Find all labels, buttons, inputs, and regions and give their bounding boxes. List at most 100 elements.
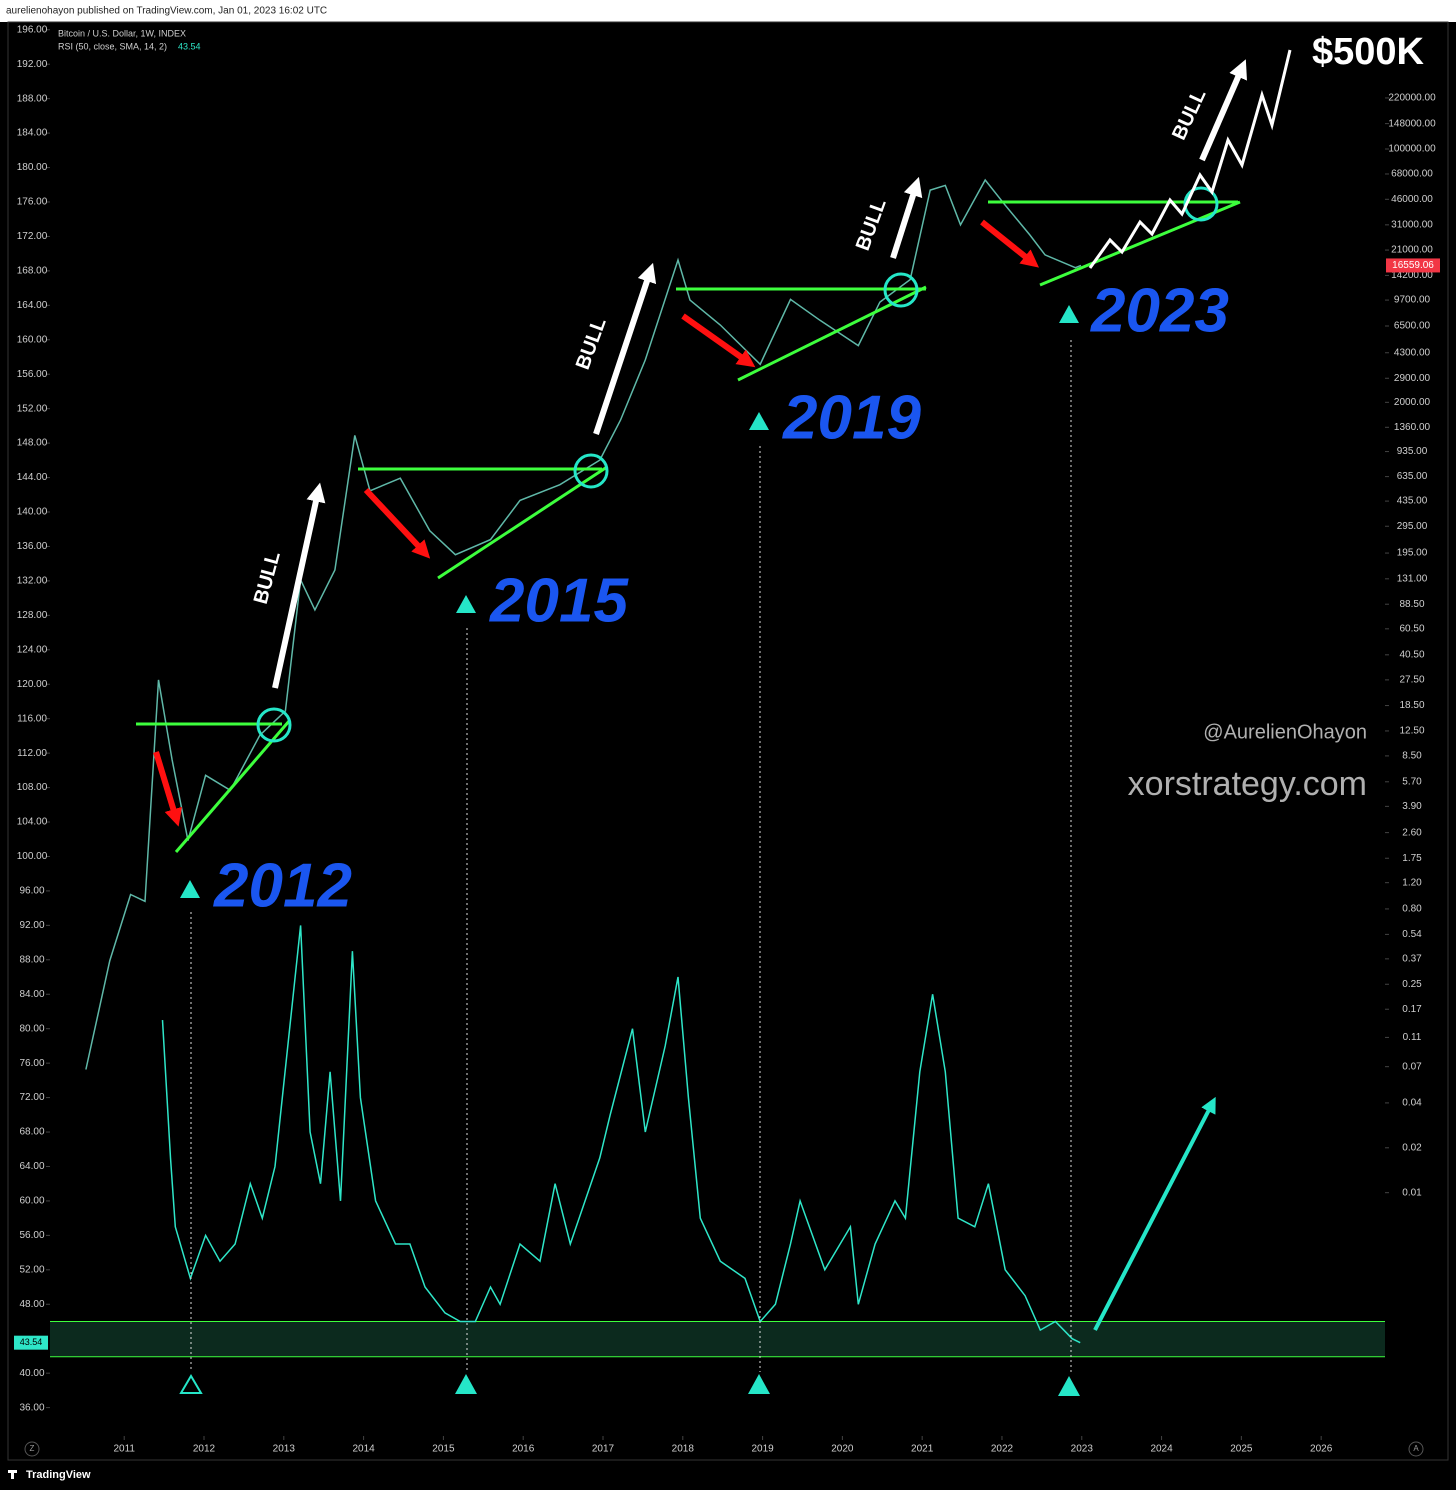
y2-tick-label: 0.37 — [1402, 954, 1422, 965]
y-tick-label: 188.00 — [17, 93, 48, 104]
y-tick-label: 176.00 — [17, 197, 48, 208]
breakout-circle — [883, 272, 919, 308]
y2-tick-label: 0.11 — [1403, 1032, 1422, 1043]
y-tick-label: 40.00 — [19, 1368, 44, 1379]
year-annotation: 2019 — [782, 383, 921, 452]
triangle — [1059, 305, 1079, 323]
y2-tick-label: 2900.00 — [1394, 373, 1431, 384]
y2-tick-label: 1360.00 — [1394, 422, 1431, 433]
y2-tick-label: 8.50 — [1402, 751, 1422, 762]
y-tick-label: 148.00 — [17, 438, 48, 449]
white-arrow — [593, 262, 657, 435]
y2-tick-label: 3.90 — [1402, 801, 1422, 812]
x-tick-label: 2020 — [831, 1444, 854, 1455]
y-tick-label: 36.00 — [19, 1402, 44, 1413]
y-tick-label: 112.00 — [17, 748, 47, 759]
breakout-circle — [573, 453, 609, 489]
x-tick-label: 2023 — [1071, 1444, 1094, 1455]
triangle — [456, 595, 476, 613]
y2-tick-label: 60.50 — [1399, 623, 1424, 634]
website: xorstrategy.com — [1128, 765, 1367, 803]
x-tick-label: 2013 — [273, 1444, 296, 1455]
y2-tick-label: 0.25 — [1402, 979, 1422, 990]
y2-tick-label: 40.50 — [1399, 649, 1424, 660]
y2-tick-label: 295.00 — [1397, 521, 1428, 532]
x-tick-label: 2015 — [432, 1444, 455, 1455]
y2-tick-label: 27.50 — [1399, 675, 1424, 686]
rsi-band — [50, 1321, 1385, 1357]
x-tick-label: 2011 — [113, 1444, 135, 1455]
target-label: $500K — [1312, 31, 1425, 73]
red-arrow — [363, 487, 431, 559]
y2-tick-label: 14200.00 — [1391, 270, 1433, 281]
triangle — [748, 1374, 770, 1394]
y-tick-label: 168.00 — [17, 266, 48, 277]
button-label[interactable]: A — [1413, 1444, 1419, 1453]
y-tick-label: 140.00 — [17, 507, 48, 518]
y-tick-label: 108.00 — [17, 782, 48, 793]
y-tick-label: 132.00 — [17, 576, 48, 587]
x-tick-label: 2016 — [512, 1444, 535, 1455]
y-tick-label: 72.00 — [19, 1092, 44, 1103]
y2-tick-label: 0.80 — [1402, 904, 1422, 915]
y2-tick-label: 4300.00 — [1394, 347, 1431, 358]
annotations-layer: 2012 2015 2019 2023 BULL BULL BULL BULL … — [8, 28, 1425, 1481]
y-tick-label: 60.00 — [19, 1196, 44, 1207]
y-tick-label: 196.00 — [17, 24, 48, 35]
button[interactable] — [24, 1441, 40, 1457]
y-tick-label: 164.00 — [17, 300, 48, 311]
y-tick-label: 136.00 — [17, 541, 48, 552]
x-tick-label: 2022 — [991, 1444, 1014, 1455]
trendline — [737, 285, 927, 382]
y-tick-label: 120.00 — [17, 679, 48, 690]
y-tick-label: 76.00 — [19, 1058, 44, 1069]
brand: TradingView — [26, 1469, 91, 1481]
header-text: aurelienohayon published on TradingView.… — [6, 6, 327, 17]
y2-tick-label: 0.02 — [1402, 1142, 1422, 1153]
button-label[interactable]: Z — [30, 1444, 35, 1453]
y2-tick-label: 0.01 — [1402, 1187, 1422, 1198]
x-tick-label: 2026 — [1310, 1444, 1333, 1455]
y2-tick-label: 0.04 — [1402, 1098, 1422, 1109]
last-value-label: 16559.06 — [1392, 260, 1434, 271]
rsi-arrow — [1093, 1096, 1216, 1331]
legend-indicator-value: 43.54 — [178, 41, 201, 51]
button[interactable] — [1408, 1441, 1424, 1457]
y2-tick-label: 18.50 — [1399, 700, 1424, 711]
last-value-badge — [14, 1335, 48, 1350]
y2-tick-label: 148000.00 — [1388, 118, 1436, 129]
triangle — [180, 880, 200, 898]
y2-tick-label: 2.60 — [1402, 827, 1422, 838]
white-arrow — [272, 482, 326, 689]
y-tick-label: 152.00 — [17, 403, 48, 414]
x-tick-label: 2018 — [672, 1444, 695, 1455]
x-tick-label: 2024 — [1150, 1444, 1173, 1455]
series-line — [85, 178, 1082, 1070]
y2-tick-label: 0.54 — [1402, 929, 1422, 940]
y-tick-label: 184.00 — [17, 128, 48, 139]
y2-tick-label: 68000.00 — [1391, 169, 1433, 180]
y2-tick-label: 6500.00 — [1394, 321, 1431, 332]
y2-tick-label: 5.70 — [1402, 776, 1422, 787]
y2-tick-label: 0.07 — [1402, 1061, 1422, 1072]
red-arrow — [153, 751, 183, 827]
brand-logo — [8, 1470, 17, 1479]
y-tick-label: 192.00 — [17, 59, 48, 70]
x-tick-label: 2021 — [911, 1444, 934, 1455]
y2-tick-label: 1.20 — [1402, 877, 1422, 888]
y2-tick-label: 0.17 — [1402, 1004, 1422, 1015]
y2-tick-label: 220000.00 — [1388, 93, 1436, 104]
y2-tick-label: 88.50 — [1399, 599, 1424, 610]
y-tick-label: 52.00 — [19, 1264, 44, 1275]
year-annotation: 2023 — [1090, 276, 1229, 345]
legend-symbol: Bitcoin / U.S. Dollar, 1W, INDEX — [58, 28, 186, 38]
y-tick-label: 80.00 — [19, 1023, 44, 1034]
y2-tick-label: 46000.00 — [1391, 194, 1433, 205]
series-line — [161, 925, 1081, 1344]
breakout-circle — [256, 707, 292, 743]
y-tick-label: 144.00 — [17, 472, 48, 483]
white-arrow — [1199, 59, 1247, 162]
y-tick-label: 124.00 — [17, 644, 48, 655]
y-tick-label: 96.00 — [19, 886, 44, 897]
y-tick-label: 56.00 — [19, 1230, 44, 1241]
